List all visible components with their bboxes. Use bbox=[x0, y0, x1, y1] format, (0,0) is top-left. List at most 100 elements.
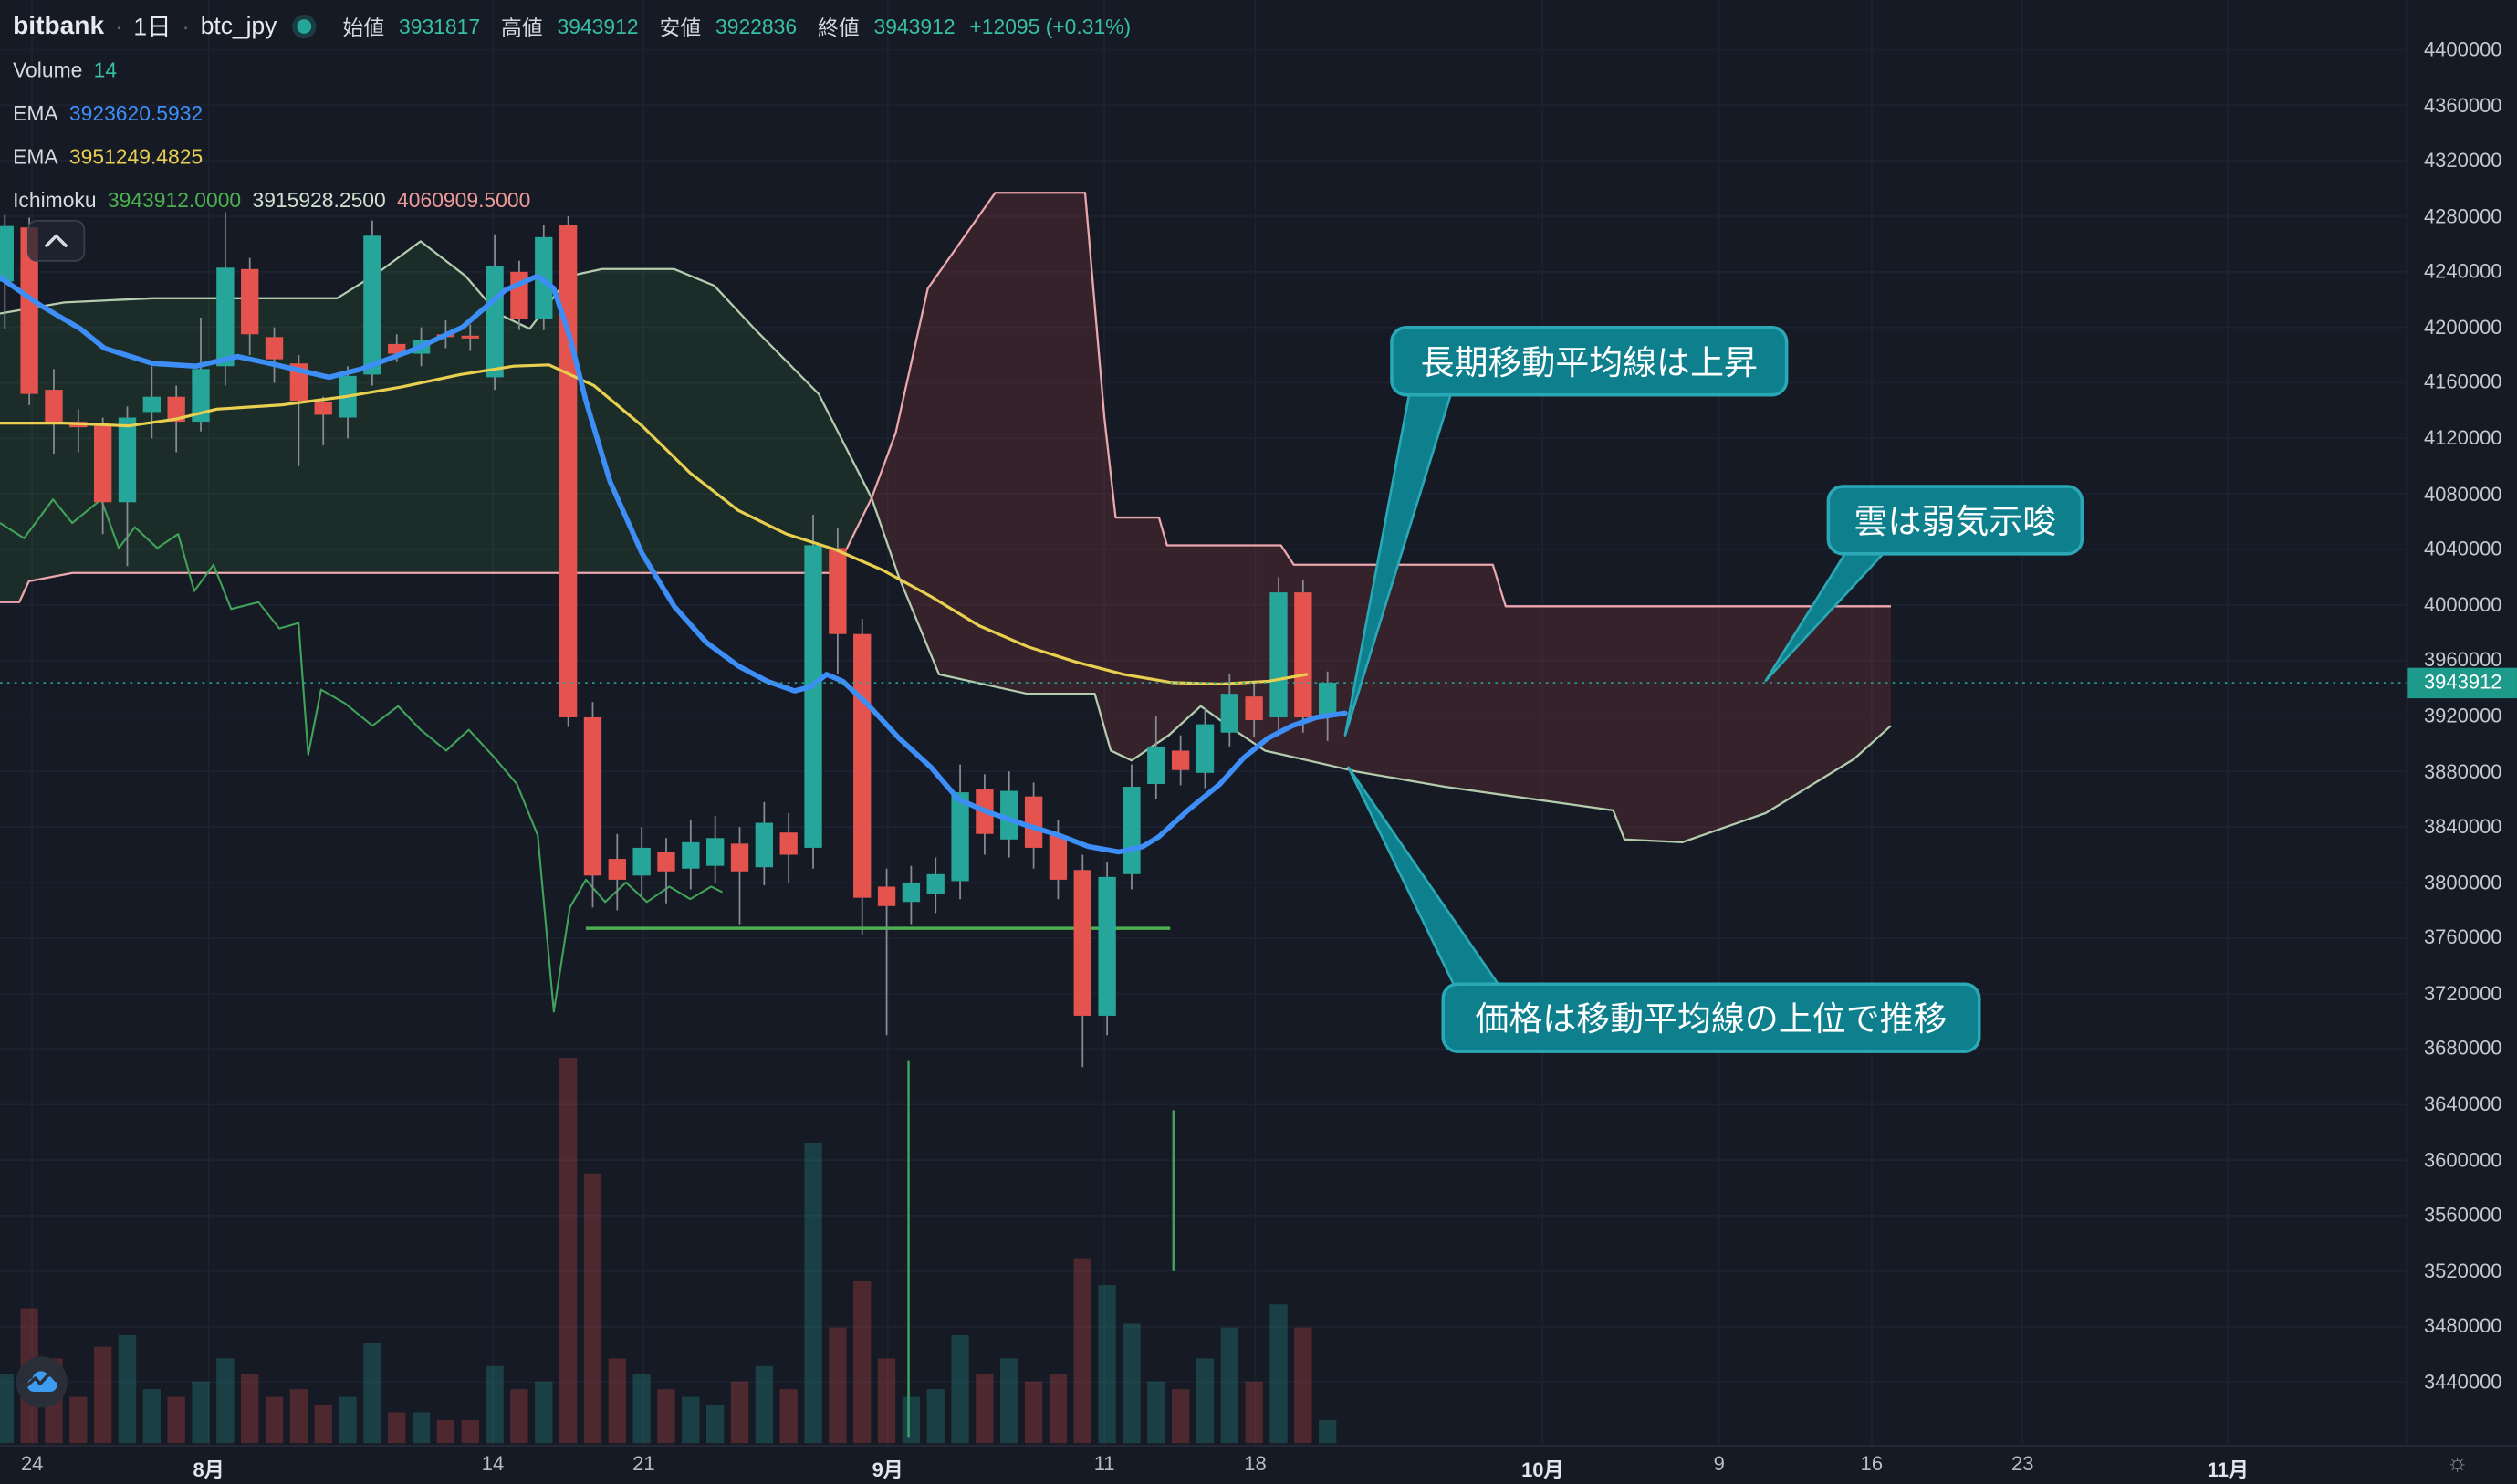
time-settings-icon[interactable]: ☼ bbox=[2446, 1449, 2469, 1478]
candle-body bbox=[657, 852, 675, 872]
volume-bar bbox=[1294, 1327, 1312, 1444]
volume-bar bbox=[976, 1374, 994, 1444]
candle-body bbox=[559, 225, 578, 717]
candle-body bbox=[1269, 592, 1288, 717]
volume-bar bbox=[1024, 1381, 1043, 1444]
candle-body bbox=[265, 337, 284, 360]
volume-bar bbox=[93, 1346, 112, 1444]
price-axis-label: 3560000 bbox=[2423, 1204, 2502, 1228]
price-axis-label: 3440000 bbox=[2423, 1371, 2502, 1394]
candle-body bbox=[1024, 796, 1043, 848]
volume-bar bbox=[265, 1396, 284, 1444]
ema-slow-value: 3951249.4825 bbox=[68, 144, 204, 169]
candle-body bbox=[118, 417, 137, 503]
time-axis-label: 18 bbox=[1244, 1452, 1267, 1476]
high-value: 3943912 bbox=[557, 14, 639, 39]
volume-bar bbox=[0, 1374, 14, 1444]
candle-body bbox=[388, 343, 406, 354]
candle-body bbox=[192, 369, 210, 423]
time-axis-label: 9月 bbox=[872, 1458, 903, 1482]
ema-fast-indicator-row[interactable]: EMA 3923620.5932 bbox=[13, 91, 1131, 134]
candle-body bbox=[1245, 696, 1263, 721]
candle-body bbox=[730, 843, 749, 872]
volume-bar bbox=[902, 1396, 921, 1444]
price-axis[interactable]: 3943912 4440000 4400000 4360000 4320000 4280… bbox=[2406, 0, 2517, 1446]
time-axis-label: 16 bbox=[1860, 1452, 1884, 1476]
price-axis-label: 4200000 bbox=[2423, 316, 2502, 339]
candle-body bbox=[167, 396, 185, 423]
candle-body bbox=[804, 545, 822, 848]
candle-body bbox=[461, 335, 479, 339]
volume-bar bbox=[314, 1405, 332, 1444]
annotation-cloud-bearish[interactable]: 雲は弱気示唆 bbox=[1826, 485, 2084, 556]
candle-body bbox=[216, 267, 235, 367]
volume-bar bbox=[1098, 1285, 1116, 1444]
volume-bar bbox=[779, 1389, 798, 1444]
price-axis-label: 3920000 bbox=[2423, 705, 2502, 727]
volume-bar bbox=[388, 1412, 406, 1444]
time-axis-label: 14 bbox=[481, 1452, 505, 1476]
price-axis-label: 4400000 bbox=[2423, 38, 2502, 61]
volume-bar bbox=[69, 1396, 88, 1444]
ema-fast-value: 3923620.5932 bbox=[68, 100, 204, 126]
candle-body bbox=[1000, 790, 1018, 840]
app-logo[interactable] bbox=[16, 1356, 68, 1408]
volume-bar bbox=[1269, 1304, 1288, 1444]
symbol-row[interactable]: bitbank · 1日 · btc_jpy 始値 3931817 高値 39439… bbox=[13, 5, 1131, 47]
chevron-up-icon bbox=[45, 234, 68, 247]
price-axis-label: 3880000 bbox=[2423, 759, 2502, 783]
volume-bar bbox=[118, 1335, 137, 1444]
symbol-name[interactable]: btc_jpy bbox=[200, 13, 277, 40]
candle-body bbox=[755, 822, 774, 868]
ichimoku-indicator-row[interactable]: Ichimoku 3943912.0000 3915928.2500 40609… bbox=[13, 178, 1131, 221]
candle-body bbox=[1147, 746, 1165, 784]
annotation-price-above-ma[interactable]: 価格は移動平均線の上位で推移 bbox=[1441, 982, 1981, 1053]
ema-slow-indicator-row[interactable]: EMA 3951249.4825 bbox=[13, 135, 1131, 178]
volume-bar bbox=[510, 1389, 528, 1444]
volume-bar bbox=[1123, 1323, 1141, 1444]
volume-bar bbox=[632, 1374, 651, 1444]
candle-body bbox=[951, 792, 969, 882]
last-price-tag: 3943912 bbox=[2407, 667, 2517, 698]
candle-body bbox=[902, 882, 921, 903]
volume-bar bbox=[559, 1058, 578, 1444]
interval-label[interactable]: 1日 bbox=[133, 14, 172, 42]
candle-body bbox=[45, 390, 63, 423]
time-axis[interactable]: ☼ 24 8月 14 21 9月 11 18 10月 9 16 23 11月 bbox=[0, 1445, 2517, 1484]
chikou-span-line bbox=[0, 498, 723, 1013]
volume-bar bbox=[363, 1343, 381, 1444]
volume-bar bbox=[705, 1405, 725, 1444]
close-label: 終値 bbox=[817, 16, 860, 40]
senkou-span-a-line bbox=[0, 240, 1892, 844]
price-axis-label: 3840000 bbox=[2423, 815, 2502, 839]
price-axis-label: 3760000 bbox=[2423, 926, 2502, 950]
ema-slow-line bbox=[0, 363, 1309, 686]
price-axis-label: 4240000 bbox=[2423, 260, 2502, 284]
volume-bar bbox=[853, 1280, 872, 1444]
price-axis-label: 3800000 bbox=[2423, 871, 2502, 894]
candle-body bbox=[1171, 750, 1190, 770]
volume-indicator-row[interactable]: Volume 14 bbox=[13, 48, 1131, 91]
price-axis-label: 4040000 bbox=[2423, 538, 2502, 561]
volume-bar bbox=[412, 1412, 431, 1444]
volume-bar bbox=[142, 1389, 162, 1444]
senkou-span-b-line bbox=[0, 192, 1891, 608]
ema-fast-label: EMA bbox=[13, 100, 58, 126]
low-value: 3922836 bbox=[715, 14, 798, 39]
volume-bar bbox=[829, 1327, 847, 1444]
annotation-ma-rising[interactable]: 長期移動平均線は上昇 bbox=[1390, 326, 1789, 397]
close-value: 3943912 bbox=[873, 14, 956, 39]
volume-bar bbox=[339, 1396, 357, 1444]
legend-collapse-button[interactable] bbox=[26, 219, 86, 262]
volume-bar bbox=[682, 1396, 700, 1444]
time-axis-label: 21 bbox=[632, 1452, 655, 1476]
price-axis-label: 3720000 bbox=[2423, 982, 2502, 1005]
candle-body bbox=[486, 266, 504, 378]
change-value: +12095 (+0.31%) bbox=[969, 14, 1132, 39]
volume-bar bbox=[877, 1358, 896, 1444]
volume-bar bbox=[1000, 1358, 1018, 1444]
price-axis-label: 4080000 bbox=[2423, 482, 2502, 506]
candle-body bbox=[314, 402, 332, 415]
volume-bar bbox=[486, 1365, 504, 1444]
